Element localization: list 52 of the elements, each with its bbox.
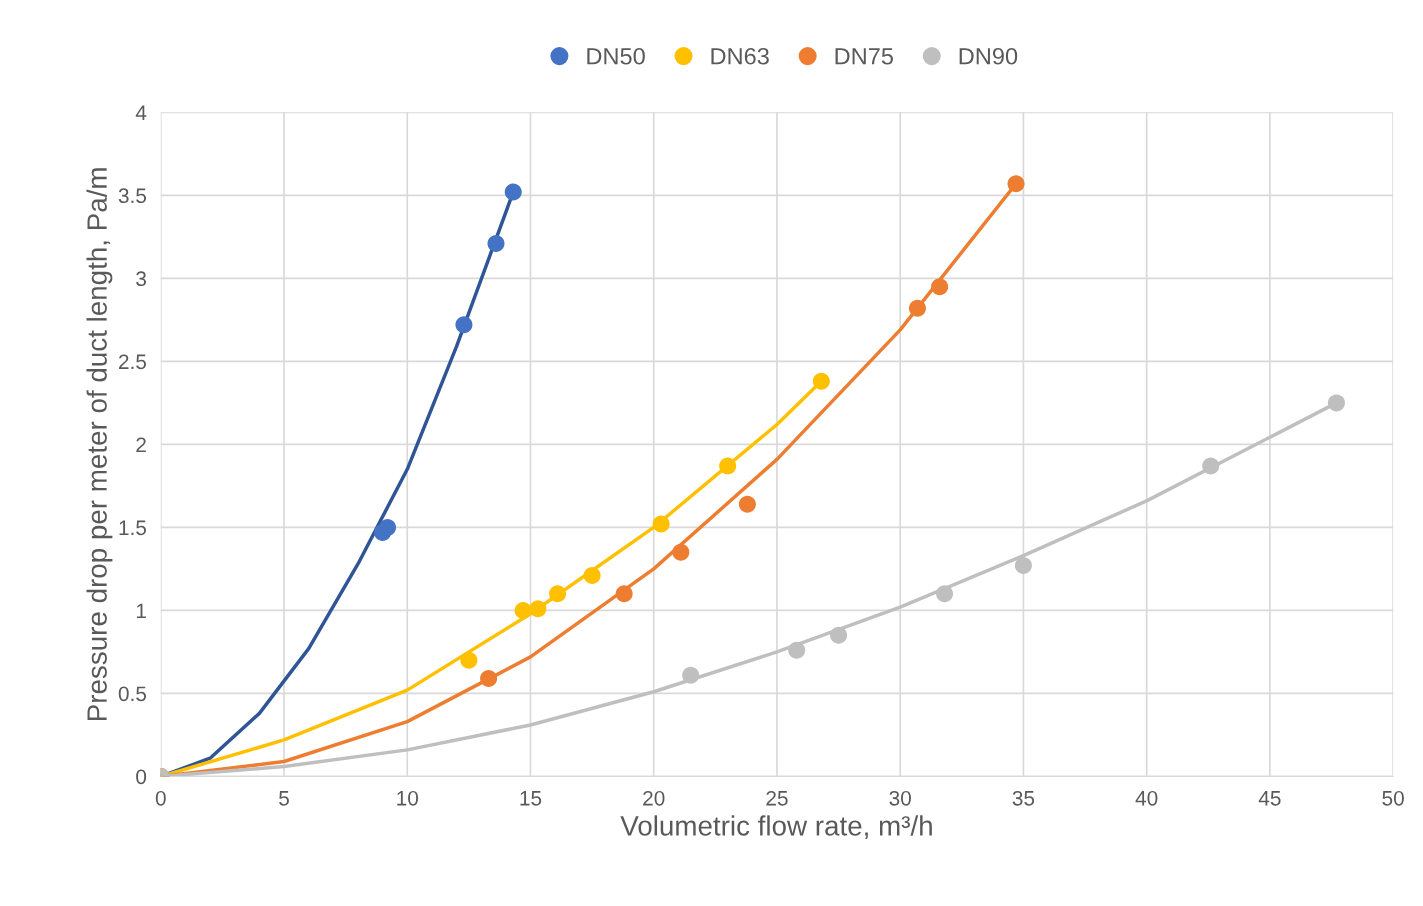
x-tick-label: 10 — [397, 790, 419, 806]
y-tick-label: 3.5 — [118, 188, 147, 204]
point — [1327, 394, 1345, 412]
y-tick-label: 3 — [136, 271, 146, 287]
point — [672, 543, 690, 561]
y-tick-label: 2 — [136, 437, 146, 452]
point — [504, 183, 522, 201]
point — [652, 515, 670, 533]
point — [682, 666, 700, 684]
point — [480, 669, 498, 687]
point — [615, 585, 633, 603]
x-tick-label: 15 — [520, 791, 542, 806]
point — [936, 585, 954, 603]
point — [908, 299, 926, 317]
point — [487, 235, 505, 253]
legend-label: DN90 — [959, 47, 1018, 65]
legend-label: DN75 — [835, 48, 893, 65]
point — [1014, 557, 1032, 575]
x-tick-label: 40 — [1135, 790, 1158, 806]
point — [514, 601, 532, 619]
point — [788, 641, 806, 659]
x-tick-label: 0 — [155, 790, 166, 806]
point — [812, 372, 830, 390]
point — [1007, 175, 1025, 193]
point — [455, 316, 473, 334]
point — [529, 600, 547, 618]
point — [931, 278, 949, 296]
point — [1202, 457, 1220, 475]
legend-label: DN63 — [711, 47, 769, 65]
x-axis-title: Volumetric flow rate, m³/h — [620, 815, 932, 839]
y-axis-title: Pressure drop per meter of duct length, Pa/m — [86, 168, 113, 721]
y-tick-label: 0 — [136, 769, 147, 785]
y-tick-label: 2.5 — [119, 354, 147, 370]
y-tick-label: 1 — [136, 603, 146, 618]
point — [583, 567, 601, 585]
legend-label: DN50 — [587, 47, 645, 65]
y-tick-label: 1.5 — [119, 520, 147, 536]
x-tick-label: 35 — [1012, 790, 1035, 806]
point — [549, 585, 567, 603]
y-tick-label: 4 — [135, 105, 147, 120]
point — [738, 495, 756, 513]
x-tick-label: 30 — [889, 790, 911, 806]
y-tick-label: 0.5 — [118, 686, 147, 702]
point — [460, 651, 478, 669]
point — [830, 626, 848, 644]
point — [719, 457, 737, 475]
x-tick-label: 20 — [643, 790, 665, 806]
point — [379, 518, 397, 536]
x-tick-label: 50 — [1382, 790, 1404, 806]
x-tick-label: 5 — [279, 791, 289, 806]
x-tick-label: 45 — [1258, 791, 1281, 806]
x-tick-label: 25 — [766, 790, 788, 806]
